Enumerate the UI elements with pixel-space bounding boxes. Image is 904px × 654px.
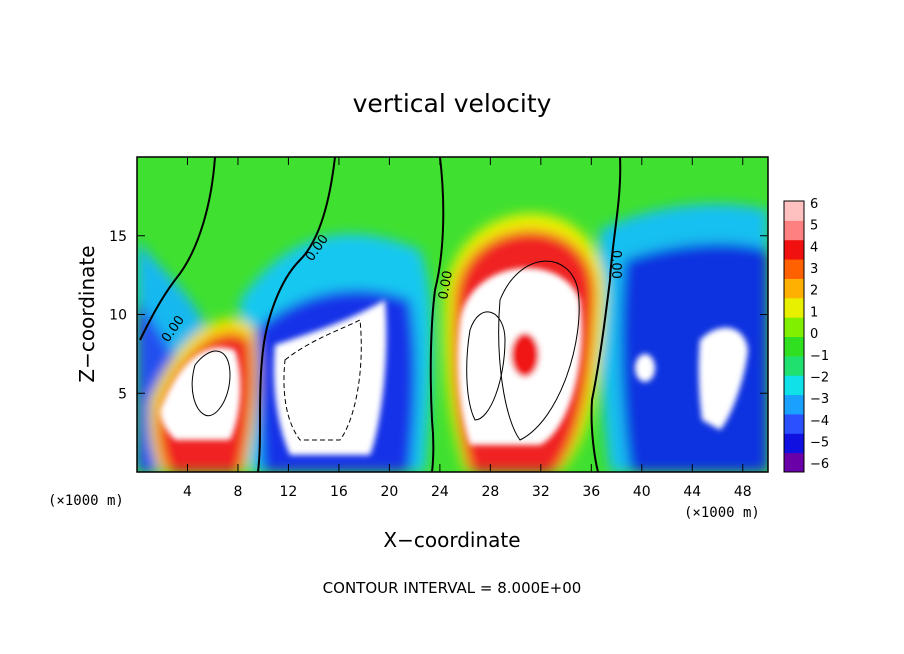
colorbar-swatch [784, 336, 804, 357]
colorbar-swatch [784, 220, 804, 241]
contour-label: 0.00 [436, 270, 456, 301]
colorbar: 6 5 4 3 2 1 0 −1 −2 −3 −4 −5 −6 [783, 197, 829, 473]
colorbar-tick-label: 0 [810, 327, 818, 342]
x-unit-right: (×1000 m) [684, 505, 760, 521]
x-tick-label: 12 [280, 484, 298, 500]
y-axis: 5 10 15 [109, 229, 768, 402]
colorbar-tick-label: −6 [810, 457, 829, 472]
x-tick-label: 28 [481, 484, 499, 500]
y-tick-label: 15 [109, 229, 127, 245]
colorbar-swatch [784, 278, 804, 299]
contour-interval-footer: CONTOUR INTERVAL = 8.000E+00 [323, 579, 582, 597]
x-tick-label: 32 [532, 484, 550, 500]
colorbar-tick-label: −4 [810, 414, 829, 429]
x-tick-label: 36 [582, 484, 600, 500]
colorbar-frame [783, 200, 805, 473]
colorbar-tick-label: −3 [810, 392, 829, 407]
colorbar-tick-label: −1 [810, 349, 829, 364]
colorbar-swatch [784, 375, 804, 396]
x-tick-label: 40 [633, 484, 651, 500]
colorbar-tick-label: −2 [810, 370, 829, 385]
colorbar-tick-label: 1 [810, 305, 818, 320]
colorbar-tick-label: 6 [810, 197, 818, 212]
colorbar-swatch [784, 433, 804, 454]
colorbar-tick-label: 2 [810, 284, 818, 299]
x-axis-label: X−coordinate [383, 528, 520, 552]
x-tick-label: 44 [683, 484, 701, 500]
colorbar-tick-label: 5 [810, 219, 818, 234]
colorbar-swatch [784, 413, 804, 434]
x-tick-label: 4 [183, 484, 192, 500]
chart-title: vertical velocity [353, 89, 552, 118]
colorbar-tick-label: 3 [810, 262, 818, 277]
colorbar-swatch [784, 317, 804, 337]
colorbar-swatch [784, 297, 804, 318]
x-tick-label: 16 [330, 484, 348, 500]
colorbar-swatch [784, 201, 804, 221]
x-tick-label: 48 [734, 484, 752, 500]
x-tick-label: 20 [380, 484, 398, 500]
colorbar-swatch [784, 239, 804, 260]
y-tick-label: 5 [118, 386, 127, 402]
x-tick-label: 24 [431, 484, 449, 500]
y-axis-label: Z−coordinate [75, 245, 99, 382]
x-unit-left: (×1000 m) [48, 493, 124, 509]
x-axis: 4 8 12 16 20 24 28 32 36 40 44 48 [183, 157, 752, 500]
colorbar-swatch [784, 452, 804, 473]
contour-label: 0.00 [608, 250, 623, 279]
colorbar-tick-label: −5 [810, 435, 829, 450]
y-tick-label: 10 [109, 308, 127, 324]
colorbar-swatch [784, 259, 804, 279]
colorbar-swatch [784, 355, 804, 376]
colorbar-swatch [784, 394, 804, 415]
x-tick-label: 8 [233, 484, 242, 500]
colorbar-tick-label: 4 [810, 240, 818, 255]
velocity-field: 0.00 0.00 0.00 0.00 [137, 157, 768, 472]
